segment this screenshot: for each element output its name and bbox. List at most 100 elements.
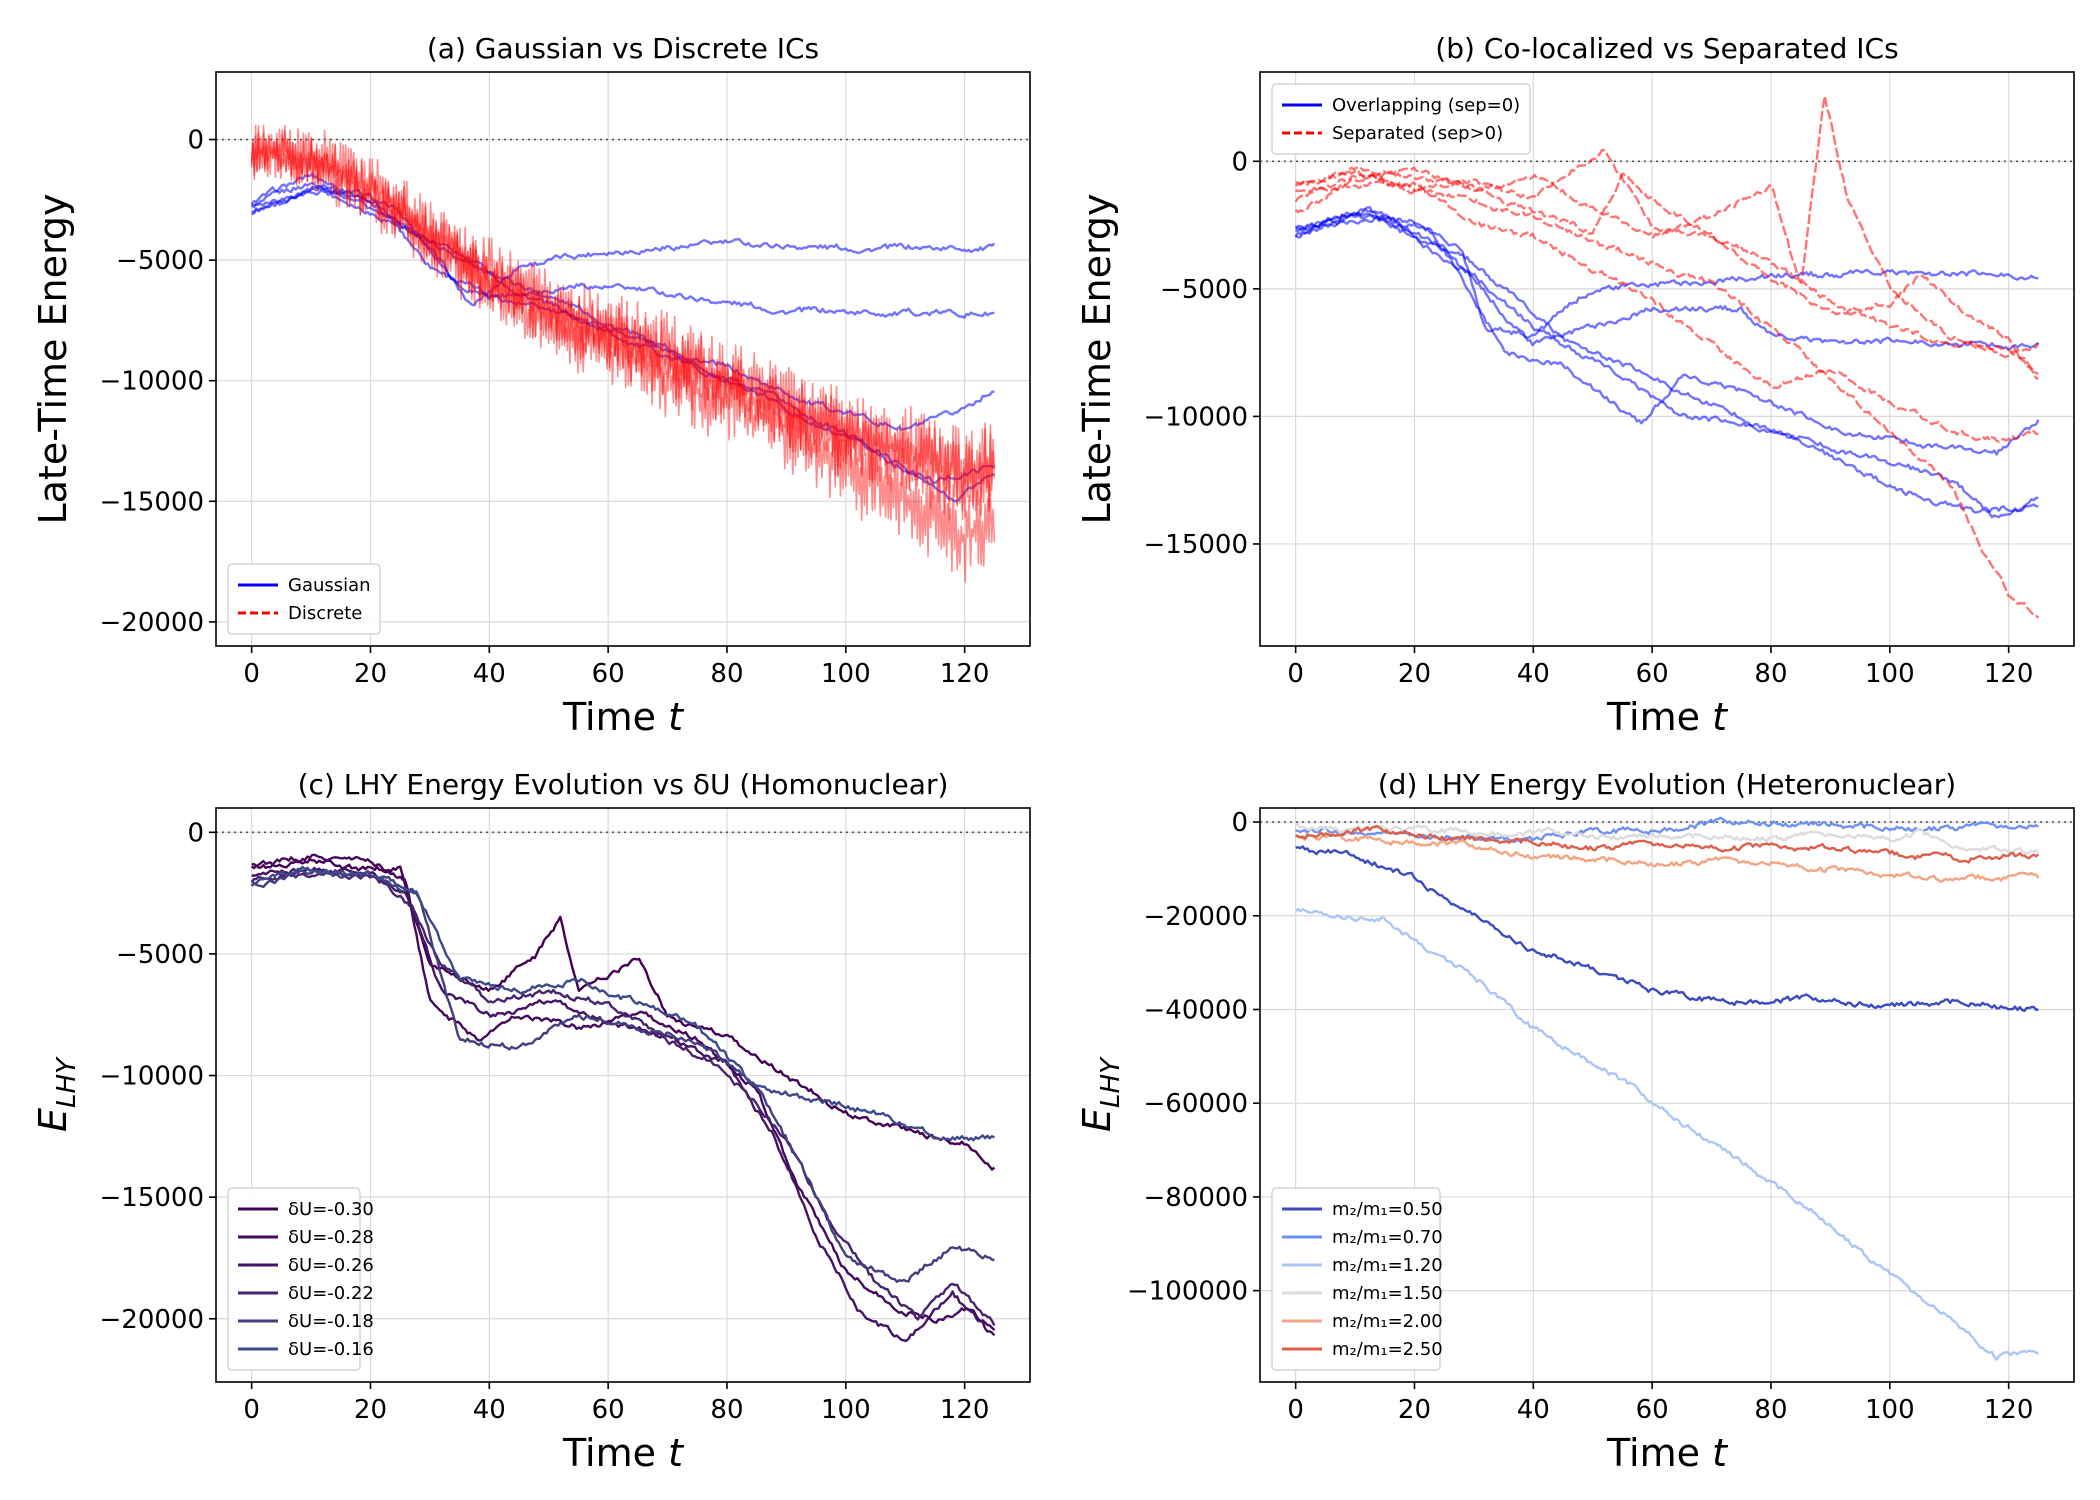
x-tick-label: 0 <box>243 659 260 689</box>
x-tick-label: 120 <box>940 1395 990 1425</box>
x-tick-label: 100 <box>1865 659 1915 689</box>
legend: Overlapping (sep=0) Separated (sep>0) <box>1271 83 1531 155</box>
legend-box <box>227 1187 361 1371</box>
series-line <box>250 132 996 583</box>
x-tick-label: 120 <box>1984 659 2034 689</box>
y-tick-label: −5000 <box>116 246 204 276</box>
legend-label: Discrete <box>288 603 362 624</box>
panel-a: 0 20 40 60 80 100 120 0 −5000 −10000 −15000 −20000 (… <box>31 32 1031 739</box>
legend-label: δU=-0.22 <box>288 1283 374 1304</box>
series-line <box>1295 180 2039 443</box>
series-line <box>1294 94 2040 358</box>
legend-label: δU=-0.18 <box>288 1311 374 1332</box>
x-tick-label: 100 <box>821 1395 871 1425</box>
x-axis-label: Time t <box>562 1431 685 1475</box>
x-tick-label: 0 <box>1287 1395 1304 1425</box>
series-line <box>1294 908 2039 1361</box>
x-tick-label: 20 <box>1398 1395 1431 1425</box>
y-tick-label: −10000 <box>100 367 205 397</box>
legend-box <box>1271 1187 1441 1371</box>
y-tick-label: 0 <box>187 126 204 156</box>
series-line <box>250 172 995 432</box>
y-tick-label: 0 <box>1231 147 1248 177</box>
x-tick-label: 80 <box>1754 1395 1787 1425</box>
legend-label: m₂/m₁=0.50 <box>1332 1199 1443 1220</box>
panel-title: (a) Gaussian vs Discrete ICs <box>427 32 819 65</box>
x-tick-label: 20 <box>1398 659 1431 689</box>
y-tick-label: −5000 <box>1160 275 1248 305</box>
series-line <box>1294 215 2039 514</box>
legend-label: Separated (sep>0) <box>1332 123 1503 144</box>
x-axis-label: Time t <box>562 695 685 739</box>
panel-title: (c) LHY Energy Evolution vs δU (Homonucl… <box>298 768 949 801</box>
series-line <box>251 183 995 503</box>
x-tick-label: 100 <box>1865 1395 1915 1425</box>
legend-box <box>1271 83 1531 155</box>
x-tick-label: 0 <box>243 1395 260 1425</box>
y-axis-label: Late-Time Energy <box>31 193 75 524</box>
x-tick-label: 20 <box>354 659 387 689</box>
y-tick-label: −5000 <box>116 940 204 970</box>
legend-label: δU=-0.28 <box>288 1227 374 1248</box>
y-axis-label: ELHY <box>1075 1056 1126 1132</box>
series-line <box>250 124 996 521</box>
panel-c: 0 20 40 60 80 100 120 0 −5000 −10000 −15000 −20000 (… <box>31 768 1031 1475</box>
legend-label: m₂/m₁=1.20 <box>1332 1255 1443 1276</box>
x-tick-label: 60 <box>1636 659 1669 689</box>
legend-label: m₂/m₁=2.50 <box>1332 1339 1443 1360</box>
legend-label: Overlapping (sep=0) <box>1332 95 1520 116</box>
x-tick-label: 120 <box>940 659 990 689</box>
legend-label: m₂/m₁=1.50 <box>1332 1283 1443 1304</box>
y-tick-label: −20000 <box>1144 902 1249 932</box>
y-axis-label: ELHY <box>31 1056 82 1132</box>
series-line <box>1294 211 2040 351</box>
y-tick-label: −15000 <box>100 487 205 517</box>
legend: m₂/m₁=0.50 m₂/m₁=0.70 m₂/m₁=1.20 m₂/m₁=1.50… <box>1271 1187 1443 1371</box>
series-line <box>1295 824 2040 864</box>
x-tick-label: 40 <box>1517 659 1550 689</box>
y-tick-label: −20000 <box>100 608 205 638</box>
plot-frame <box>1259 71 2075 647</box>
x-tick-label: 40 <box>473 1395 506 1425</box>
series-line <box>1295 845 2039 1013</box>
legend-label: δU=-0.26 <box>288 1255 374 1276</box>
x-tick-label: 60 <box>592 1395 625 1425</box>
series-line <box>1294 173 2040 619</box>
plot-frame <box>1259 807 2075 1383</box>
x-tick-label: 80 <box>710 1395 743 1425</box>
legend-label: δU=-0.16 <box>288 1339 374 1360</box>
y-tick-label: −10000 <box>1144 402 1249 432</box>
y-tick-label: −20000 <box>100 1305 205 1335</box>
y-tick-label: −60000 <box>1144 1089 1249 1119</box>
x-tick-label: 40 <box>473 659 506 689</box>
y-tick-label: −15000 <box>1144 530 1249 560</box>
x-tick-label: 20 <box>354 1395 387 1425</box>
series-line <box>250 858 996 1171</box>
series-line <box>1294 211 2039 339</box>
series-line <box>1295 816 2039 844</box>
series-line <box>250 865 995 1142</box>
series-line <box>1295 206 2040 456</box>
series-line <box>1295 165 2039 380</box>
x-tick-label: 80 <box>1754 659 1787 689</box>
x-tick-label: 60 <box>1636 1395 1669 1425</box>
y-tick-label: −100000 <box>1127 1277 1248 1307</box>
x-axis-label: Time t <box>1606 1431 1729 1475</box>
panel-title: (d) LHY Energy Evolution (Heteronuclear) <box>1378 768 1956 801</box>
series-line <box>1295 208 2039 519</box>
y-tick-label: −15000 <box>100 1183 205 1213</box>
x-axis-label: Time t <box>1606 695 1729 739</box>
legend-box <box>227 563 381 635</box>
series-line <box>250 124 996 521</box>
panel-title: (b) Co-localized vs Separated ICs <box>1435 32 1898 65</box>
y-tick-label: 0 <box>1231 808 1248 838</box>
legend-label: m₂/m₁=0.70 <box>1332 1227 1443 1248</box>
y-tick-label: −40000 <box>1144 995 1249 1025</box>
series-line <box>1294 832 2040 884</box>
y-tick-label: −10000 <box>100 1062 205 1092</box>
panel-b: 0 20 40 60 80 100 120 0 −5000 −10000 −15000 (b) Co-… <box>1075 32 2075 739</box>
legend-label: Gaussian <box>288 575 371 596</box>
y-tick-label: −80000 <box>1144 1183 1249 1213</box>
plot-frame <box>215 807 1031 1383</box>
